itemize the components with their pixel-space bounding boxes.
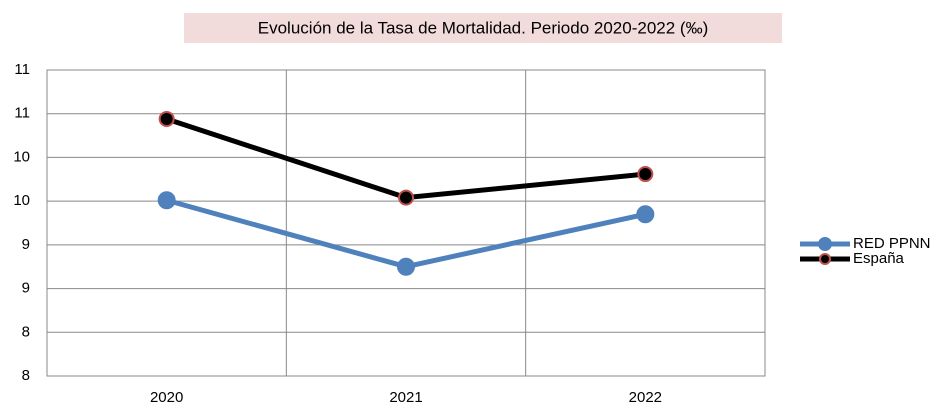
y-tick-label: 10 xyxy=(13,192,30,209)
y-tick-label: 8 xyxy=(22,367,30,384)
y-tick-label: 9 xyxy=(22,280,30,297)
marker xyxy=(637,166,654,183)
y-tick-label: 11 xyxy=(14,105,30,122)
marker xyxy=(158,110,175,127)
y-tick-label: 10 xyxy=(13,148,30,165)
title-background xyxy=(184,13,782,43)
marker xyxy=(397,257,415,276)
y-tick-label: 8 xyxy=(22,323,30,340)
plot-area xyxy=(46,69,766,377)
x-tick-label: 2022 xyxy=(629,389,662,406)
marker xyxy=(157,191,176,210)
legend-label: RED PPNN xyxy=(853,235,931,252)
legend-label: España xyxy=(853,250,905,267)
marker xyxy=(636,205,655,224)
x-tick-label: 2020 xyxy=(150,389,183,406)
series-line xyxy=(165,116,646,201)
marker xyxy=(398,189,414,206)
legend-marker xyxy=(819,253,831,265)
legend-marker xyxy=(818,237,832,251)
x-tick-label: 2021 xyxy=(389,389,422,406)
y-tick-label: 9 xyxy=(22,236,30,253)
series-line xyxy=(165,197,646,270)
chart-title: Evolución de la Tasa de Mortalidad. Peri… xyxy=(258,18,708,37)
y-tick-label: 11 xyxy=(14,61,30,78)
